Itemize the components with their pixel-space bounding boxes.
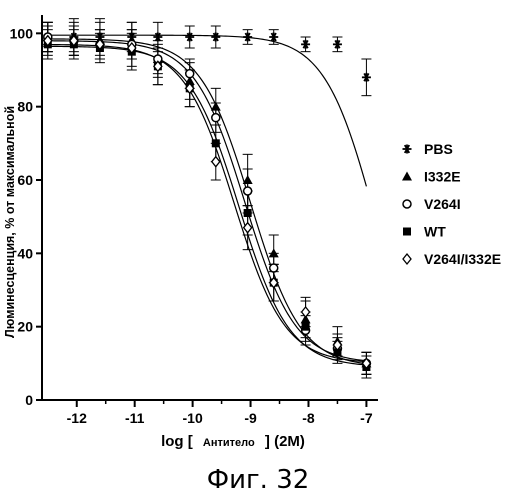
- legend-entry-v264i: V264I: [403, 196, 461, 212]
- data-point-pbs: [362, 73, 371, 82]
- x-tick-label: -8: [302, 410, 315, 426]
- data-point-pbs: [211, 33, 220, 42]
- legend-label: I332E: [424, 169, 461, 185]
- data-point-pbs: [301, 40, 310, 49]
- x-tick-label: -11: [125, 410, 145, 426]
- fit-curve-wt: [43, 46, 366, 365]
- x-tick-label: -12: [67, 410, 87, 426]
- legend-label: V264I/I332E: [424, 251, 501, 267]
- data-markers: [43, 32, 372, 371]
- data-point-v264i: [212, 114, 220, 122]
- error-bars: [43, 19, 372, 378]
- data-point-v264i: [270, 264, 278, 272]
- data-point-pbs: [269, 33, 278, 42]
- data-point-i332e: [243, 175, 253, 184]
- x-axis-label-inner: Антитело: [203, 437, 255, 449]
- legend-label: WT: [424, 224, 446, 240]
- y-tick-label: 0: [25, 392, 33, 408]
- y-tick-label: 80: [17, 99, 33, 115]
- y-tick-label: 60: [17, 172, 33, 188]
- x-tick-label: -10: [183, 410, 203, 426]
- legend-marker-v264i: [403, 200, 411, 208]
- x-axis-label-prefix: log [: [161, 433, 193, 450]
- legend-marker-pbs: [403, 145, 412, 154]
- data-point-v264i: [186, 70, 194, 78]
- y-tick-label: 20: [17, 319, 33, 335]
- figure-caption: Фиг. 32: [207, 465, 310, 495]
- fit-curve-v264i: [43, 41, 366, 361]
- data-point-v264i-i332e: [212, 157, 220, 167]
- data-point-wt: [302, 323, 310, 331]
- legend-entry-pbs: PBS: [403, 141, 453, 157]
- legend-marker-v264i-i332e: [403, 254, 411, 264]
- data-point-v264i: [244, 187, 252, 195]
- x-tick-label: -9: [244, 410, 257, 426]
- legend-entry-i332e: I332E: [402, 169, 461, 185]
- data-point-wt: [212, 139, 220, 147]
- data-point-pbs: [333, 40, 342, 49]
- legend-label: V264I: [424, 196, 461, 212]
- legend-marker-wt: [403, 228, 411, 236]
- data-point-pbs: [153, 33, 162, 42]
- legend-entry-v264i-i332e: V264I/I332E: [403, 251, 501, 267]
- fit-curve-v264i-i332e: [43, 44, 366, 361]
- data-point-pbs: [243, 33, 252, 42]
- x-axis-label-suffix: ] (2M): [265, 433, 305, 450]
- legend: PBS I332E V264I WT V264I/I332E: [402, 141, 501, 267]
- legend-label: PBS: [424, 141, 453, 157]
- y-axis-label: Люминесценция, % от максимальной: [3, 106, 17, 338]
- x-axis-label: log [ Антитело ] (2M): [161, 433, 305, 450]
- x-tick-label: -7: [360, 410, 373, 426]
- data-point-wt: [244, 209, 252, 217]
- data-point-pbs: [185, 33, 194, 42]
- legend-marker-i332e: [402, 172, 412, 181]
- y-tick-label: 100: [10, 25, 34, 41]
- legend-entry-wt: WT: [403, 224, 446, 240]
- y-tick-label: 40: [17, 245, 33, 261]
- fit-curves: [43, 35, 366, 365]
- fit-curve-i332e: [43, 39, 366, 364]
